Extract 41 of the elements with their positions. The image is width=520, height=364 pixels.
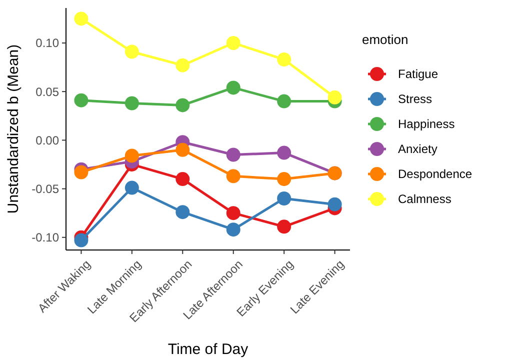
point bbox=[328, 197, 342, 212]
point bbox=[277, 52, 292, 67]
point bbox=[226, 80, 240, 95]
point bbox=[124, 148, 139, 163]
point bbox=[74, 233, 88, 248]
point bbox=[277, 172, 292, 186]
point bbox=[226, 169, 240, 184]
legend-label: Anxiety bbox=[398, 142, 438, 156]
legend-label: Calmness bbox=[398, 192, 452, 206]
point bbox=[176, 98, 190, 112]
legend-title: emotion bbox=[362, 32, 408, 47]
legend-label: Fatigue bbox=[398, 67, 438, 82]
legend-label: Happiness bbox=[398, 117, 455, 132]
point bbox=[226, 36, 240, 50]
y-tick-label: -0.10 bbox=[32, 230, 60, 245]
point bbox=[277, 146, 292, 160]
point bbox=[74, 93, 88, 108]
point bbox=[176, 142, 190, 157]
point bbox=[176, 205, 190, 220]
point bbox=[124, 96, 139, 110]
point bbox=[226, 222, 240, 237]
point bbox=[328, 90, 342, 104]
y-tick-label: 0.05 bbox=[36, 84, 60, 99]
y-tick-label: 0.10 bbox=[36, 36, 60, 50]
point bbox=[74, 12, 88, 26]
point bbox=[74, 165, 88, 180]
point bbox=[124, 44, 139, 59]
point bbox=[226, 206, 240, 220]
x-axis-title: Time of Day bbox=[168, 341, 249, 358]
legend-label: Despondence bbox=[398, 167, 472, 182]
y-tick-label: 0.00 bbox=[36, 133, 60, 148]
point bbox=[226, 148, 240, 162]
y-axis-title: Unstandardized b (Mean) bbox=[5, 44, 22, 214]
point bbox=[176, 172, 190, 186]
point bbox=[124, 180, 139, 195]
legend-label: Stress bbox=[398, 92, 432, 106]
point bbox=[277, 94, 292, 108]
point bbox=[176, 58, 190, 72]
point bbox=[277, 191, 292, 206]
point bbox=[277, 220, 292, 234]
y-tick-label: -0.05 bbox=[32, 182, 60, 196]
